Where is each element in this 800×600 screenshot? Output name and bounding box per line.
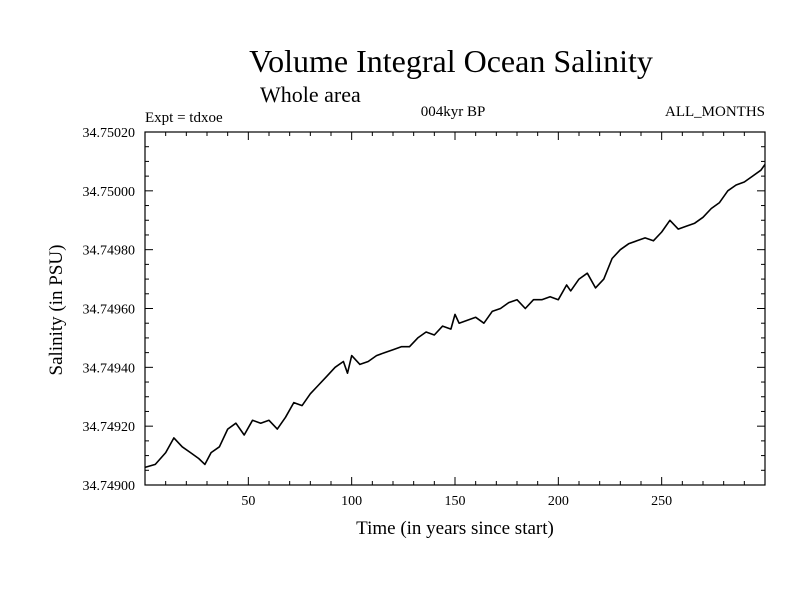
x-tick-label: 150 — [445, 494, 466, 509]
y-tick-label: 34.75020 — [83, 126, 136, 141]
y-tick-label: 34.74960 — [83, 303, 136, 318]
y-tick-label: 34.74900 — [83, 479, 136, 494]
season-label: ALL_MONTHS — [665, 104, 765, 120]
y-tick-label: 34.74920 — [83, 420, 136, 435]
experiment-label: Expt = tdxoe — [145, 110, 223, 126]
x-tick-label: 250 — [651, 494, 672, 509]
y-tick-label: 34.74940 — [83, 361, 136, 376]
axis-ticks: 50 100 150 200 250 34.74900 34.74920 34.74940 34… — [83, 126, 765, 509]
y-tick-label: 34.74980 — [83, 244, 136, 259]
y-tick-label: 34.75000 — [83, 185, 136, 200]
y-axis-label: Salinity (in PSU) — [46, 245, 67, 376]
series-line-0 — [144, 163, 766, 469]
period-label: 004kyr BP — [421, 104, 486, 120]
x-tick-label: 50 — [241, 494, 255, 509]
x-tick-label: 200 — [548, 494, 569, 509]
chart-subtitle: Whole area — [260, 82, 361, 107]
chart-title: Volume Integral Ocean Salinity — [249, 43, 653, 79]
x-axis-label: Time (in years since start) — [356, 518, 554, 539]
x-tick-label: 100 — [341, 494, 362, 509]
series-layer — [144, 163, 766, 469]
